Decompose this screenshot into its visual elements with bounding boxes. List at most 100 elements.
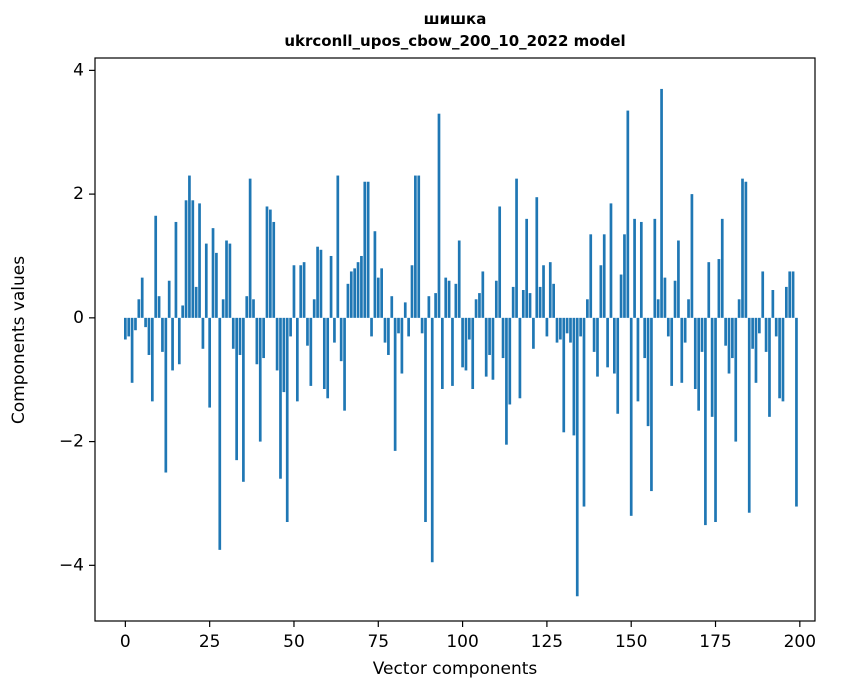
bar: [673, 280, 677, 318]
bar: [343, 317, 346, 411]
x-tick-label: 0: [120, 632, 131, 652]
bar: [221, 299, 225, 318]
bar: [714, 317, 717, 523]
bar: [295, 317, 299, 402]
bar: [326, 317, 330, 399]
bar: [184, 200, 188, 318]
bar: [245, 296, 249, 318]
bar: [383, 317, 387, 343]
bar: [511, 286, 515, 318]
bar: [710, 317, 714, 417]
bar: [380, 268, 383, 318]
bar: [154, 215, 158, 318]
bar: [366, 181, 370, 318]
chart-subtitle: ukrconll_upos_cbow_200_10_2022 model: [284, 32, 625, 50]
bar: [181, 305, 185, 318]
bar: [639, 221, 643, 318]
bar: [137, 299, 141, 318]
bar: [602, 234, 606, 318]
bar: [370, 317, 373, 337]
bar: [774, 317, 778, 337]
bar: [609, 203, 613, 318]
bar: [454, 283, 458, 318]
bar: [174, 221, 178, 318]
bar: [161, 317, 164, 352]
x-tick-label: 175: [699, 632, 731, 652]
bar: [535, 197, 539, 318]
bar: [528, 293, 532, 318]
bar: [464, 317, 468, 371]
bar: [545, 317, 549, 337]
bar: [424, 317, 427, 523]
bar: [204, 243, 208, 318]
bar: [282, 317, 286, 393]
bar: [346, 283, 350, 318]
bar: [552, 283, 555, 318]
bar: [532, 317, 535, 349]
bar: [586, 299, 589, 318]
bar: [306, 317, 309, 346]
bar: [235, 317, 238, 461]
bar: [569, 317, 572, 343]
bar: [764, 317, 768, 352]
bar: [279, 317, 282, 479]
bar: [255, 317, 259, 365]
bar: [599, 265, 603, 318]
bar: [582, 317, 586, 507]
x-axis-label: Vector components: [373, 659, 538, 679]
bar: [191, 200, 195, 318]
y-tick-label: 4: [73, 60, 84, 80]
chart-title: шишка: [424, 10, 487, 28]
bar: [353, 268, 357, 318]
bar: [198, 203, 201, 318]
bar: [633, 218, 636, 318]
bar: [795, 317, 798, 507]
bar: [272, 221, 276, 318]
bar: [289, 317, 292, 337]
bar: [144, 317, 147, 328]
bar: [292, 265, 296, 318]
bar: [474, 299, 478, 318]
bar: [262, 317, 265, 359]
bar: [555, 317, 559, 343]
bar: [437, 113, 441, 318]
bar: [606, 317, 609, 368]
bar: [400, 317, 404, 374]
bar: [636, 317, 640, 402]
bar: [252, 299, 255, 318]
x-tick-label: 200: [784, 632, 816, 652]
bar: [744, 181, 748, 318]
y-tick-label: −4: [59, 555, 84, 575]
bar: [724, 317, 727, 346]
bar: [427, 296, 431, 318]
bar: [754, 317, 758, 383]
bar: [538, 286, 542, 318]
bar: [228, 243, 232, 318]
bar: [242, 317, 245, 482]
bar: [788, 271, 792, 318]
bar: [650, 317, 653, 492]
x-tick-label: 25: [199, 632, 221, 652]
bar: [501, 317, 505, 359]
bar: [157, 296, 161, 318]
bar: [231, 317, 235, 349]
bar: [660, 88, 663, 318]
bar: [579, 317, 582, 337]
bar: [417, 175, 421, 318]
bar: [781, 317, 785, 402]
bar: [677, 240, 680, 318]
bar: [559, 317, 562, 340]
bar: [215, 252, 218, 318]
bar: [393, 317, 397, 451]
bar: [363, 181, 367, 318]
bar: [164, 317, 168, 473]
bar: [747, 317, 751, 513]
bar: [697, 317, 700, 411]
bar: [451, 317, 454, 386]
bar: [269, 209, 272, 318]
bar: [731, 317, 734, 359]
bar: [275, 317, 279, 371]
bar: [737, 299, 741, 318]
bar: [124, 317, 127, 340]
y-tick-label: 2: [73, 184, 84, 204]
